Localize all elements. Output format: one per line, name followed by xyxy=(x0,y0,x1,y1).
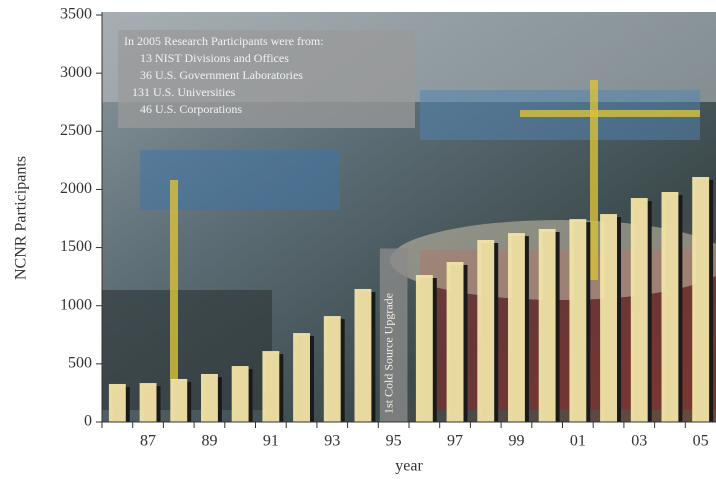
bar xyxy=(323,316,341,422)
y-tick-label: 1500 xyxy=(60,238,92,255)
y-tick-label: 0 xyxy=(84,413,92,430)
x-tick-label: 95 xyxy=(386,433,402,450)
bar xyxy=(692,176,710,422)
y-tick-label: 1000 xyxy=(60,296,92,313)
marker-label: 1st Cold Source Upgrade xyxy=(381,293,395,414)
bar xyxy=(508,233,525,422)
x-tick-label: 05 xyxy=(693,433,709,450)
bar xyxy=(538,228,556,422)
bar xyxy=(600,214,617,422)
bar xyxy=(630,198,648,422)
bar xyxy=(108,383,126,422)
bar xyxy=(477,240,495,422)
x-tick-label: 87 xyxy=(140,433,156,450)
bar xyxy=(231,366,249,422)
y-tick-label: 3500 xyxy=(60,6,92,23)
x-tick-label: 97 xyxy=(447,433,463,450)
bar xyxy=(446,261,464,422)
bar xyxy=(139,383,157,422)
x-tick-label: 89 xyxy=(201,433,217,450)
plot: 1st Cold Source Upgrade xyxy=(108,176,714,422)
note-line: In 2005 Research Participants were from: xyxy=(124,34,324,48)
note-line: 13 NIST Divisions and Offices xyxy=(140,51,289,65)
bar xyxy=(354,288,372,422)
bar xyxy=(661,191,679,422)
y-tick-label: 500 xyxy=(68,355,92,372)
marker-box xyxy=(379,248,408,422)
y-tick-label: 2000 xyxy=(60,180,92,197)
y-tick-label: 2500 xyxy=(60,122,92,139)
x-tick-label: 03 xyxy=(631,433,647,450)
bar xyxy=(569,219,587,422)
x-tick-label: 93 xyxy=(324,433,340,450)
bar xyxy=(262,351,280,422)
y-axis-label: NCNR Participants xyxy=(13,156,30,280)
x-tick-label: 91 xyxy=(263,433,279,450)
y-tick-label: 3000 xyxy=(60,64,92,81)
bar xyxy=(201,373,218,422)
note-box xyxy=(118,30,415,128)
note-line: 36 U.S. Government Laboratories xyxy=(140,68,303,82)
bar xyxy=(415,275,433,422)
x-tick-label: 01 xyxy=(570,433,586,450)
note-line: 46 U.S. Corporations xyxy=(140,102,242,116)
x-axis-label: year xyxy=(395,458,423,475)
bar xyxy=(170,378,188,422)
note-line: 131 U.S. Universities xyxy=(132,85,236,99)
x-tick-label: 99 xyxy=(508,433,524,450)
note: In 2005 Research Participants were from:… xyxy=(124,34,324,116)
bar xyxy=(293,333,310,422)
